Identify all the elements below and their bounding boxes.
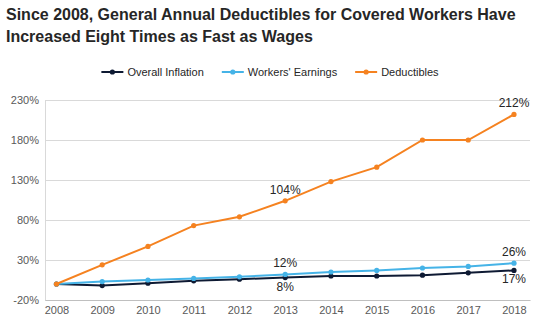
x-tick-label: 2009 [90, 304, 114, 316]
series-marker [511, 261, 516, 266]
series-marker [374, 268, 379, 273]
y-tick: 230% [11, 94, 530, 106]
series-marker [328, 269, 333, 274]
series-marker [54, 281, 59, 286]
y-tick-label: 180% [11, 134, 39, 146]
x-tick: 2011 [182, 300, 206, 316]
series-marker [374, 165, 379, 170]
series-marker [466, 137, 471, 142]
series-line [56, 114, 514, 284]
series-marker [328, 179, 333, 184]
x-axis: 2008 2009 2010 2011 2012 2013 2014 2015 2016 2017… [45, 300, 531, 316]
data-label: 212% [499, 96, 530, 110]
series-marker [237, 214, 242, 219]
x-tick-label: 2010 [136, 304, 160, 316]
series-marker [191, 223, 196, 228]
series-marker [511, 112, 516, 117]
y-axis-line [46, 101, 531, 301]
x-tick: 2014 [319, 300, 343, 316]
grid-line [45, 220, 530, 221]
x-tick-label: 2016 [411, 304, 435, 316]
series-marker [100, 262, 105, 267]
data-labels: 8% 17% 12% 26% 104% 212% [270, 96, 530, 293]
plot-area [54, 112, 517, 288]
legend-marker [364, 69, 369, 74]
series-marker [466, 270, 471, 275]
series-marker [283, 198, 288, 203]
legend-label: Workers' Earnings [248, 66, 338, 78]
legend-item: Workers' Earnings [222, 66, 338, 78]
x-tick: 2016 [411, 300, 435, 316]
data-label: 8% [277, 280, 295, 294]
series-marker [466, 264, 471, 269]
legend-item: Overall Inflation [101, 66, 203, 78]
chart: Since 2008, General Annual Deductibles f… [0, 0, 540, 323]
series-marker [145, 244, 150, 249]
series-marker [420, 265, 425, 270]
x-tick-label: 2013 [273, 304, 297, 316]
x-tick: 2013 [273, 300, 297, 316]
x-tick: 2012 [228, 300, 252, 316]
x-tick-label: 2011 [182, 304, 206, 316]
y-axis: -20% 30% 80% 130% 180% 230% [11, 94, 530, 306]
y-tick-label: 130% [11, 174, 39, 186]
x-tick-label: 2018 [502, 304, 526, 316]
series-marker [237, 274, 242, 279]
series-marker [191, 276, 196, 281]
title: Since 2008, General Annual Deductibles f… [6, 6, 516, 45]
legend-item: Deductibles [355, 66, 439, 78]
x-tick-label: 2012 [228, 304, 252, 316]
x-tick: 2008 [45, 300, 69, 316]
series-marker [54, 281, 59, 286]
y-tick-label: 80% [17, 214, 39, 226]
series-marker [420, 273, 425, 278]
y-tick: 80% [17, 214, 530, 226]
legend-marker [110, 69, 115, 74]
x-tick-label: 2015 [365, 304, 389, 316]
legend: Overall Inflation Workers' Earnings Deduct… [101, 66, 439, 78]
data-label: 17% [502, 272, 526, 286]
series-marker [100, 279, 105, 284]
grid-line [45, 100, 530, 101]
legend-marker [230, 69, 235, 74]
x-tick: 2015 [365, 300, 389, 316]
series-marker [54, 281, 59, 286]
x-tick-label: 2017 [456, 304, 480, 316]
data-label: 26% [502, 245, 526, 259]
x-tick: 2010 [136, 300, 160, 316]
x-tick: 2018 [502, 300, 526, 316]
series-marker [374, 273, 379, 278]
series-marker [283, 272, 288, 277]
grid-line [45, 180, 530, 181]
y-tick-label: 30% [17, 254, 39, 266]
x-axis-line [46, 300, 531, 301]
series-marker [420, 137, 425, 142]
x-tick: 2017 [456, 300, 480, 316]
y-tick-label: 230% [11, 94, 39, 106]
x-tick: 2009 [90, 300, 114, 316]
series-marker [145, 277, 150, 282]
y-tick-label: -20% [13, 294, 39, 306]
x-tick-label: 2008 [45, 304, 69, 316]
data-label: 12% [273, 256, 297, 270]
legend-label: Overall Inflation [127, 66, 203, 78]
legend-label: Deductibles [381, 66, 439, 78]
data-label: 104% [270, 183, 301, 197]
x-tick-label: 2014 [319, 304, 343, 316]
grid-line [45, 300, 530, 301]
